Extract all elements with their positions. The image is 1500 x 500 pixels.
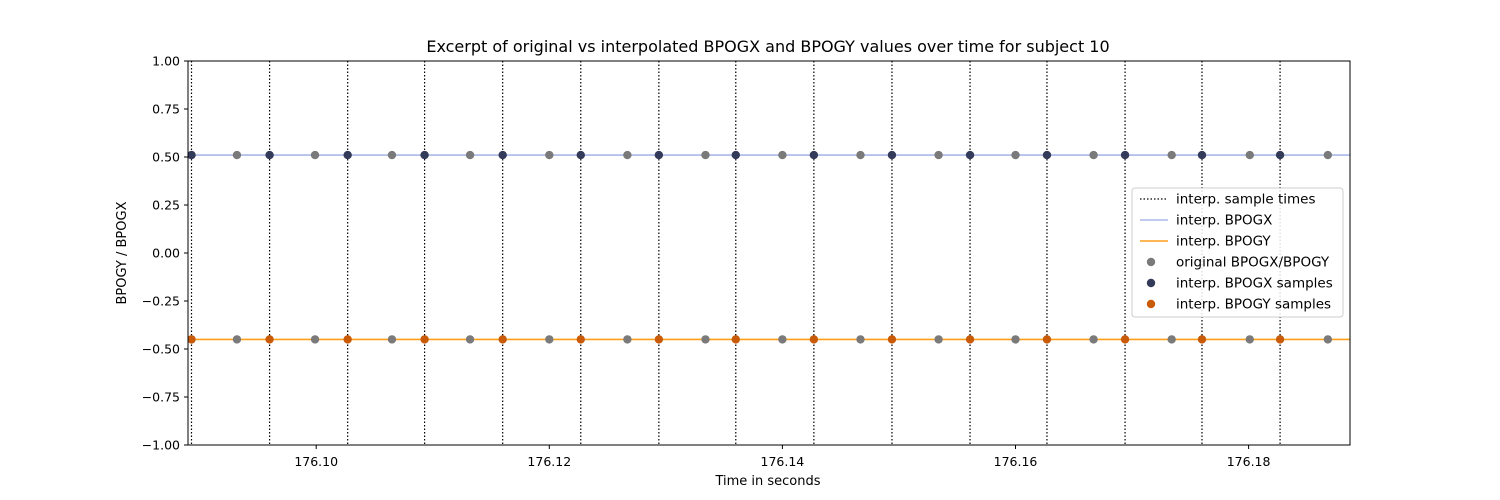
legend-label: interp. BPOGY samples — [1176, 297, 1331, 313]
chart-title: Excerpt of original vs interpolated BPOG… — [426, 37, 1109, 56]
original-bpogx-point — [545, 150, 554, 160]
interp-bpogx-sample-point — [731, 150, 740, 160]
interp-bpogy-sample-point — [576, 335, 585, 344]
original-bpogy-point — [701, 335, 710, 344]
original-bpogx-point — [232, 150, 242, 160]
interp-bpogx-sample-point — [343, 150, 352, 160]
legend-label: original BPOGX/BPOGY — [1176, 255, 1330, 271]
original-bpogy-point — [545, 335, 554, 344]
y-tick-label: 0.25 — [152, 198, 180, 213]
legend-swatch-marker — [1146, 257, 1156, 267]
original-bpogy-point — [1245, 335, 1254, 344]
original-bpogx-point — [1089, 150, 1098, 160]
y-tick-label: 0.75 — [152, 102, 180, 117]
interp-bpogx-sample-point — [188, 150, 196, 160]
legend-label: interp. sample times — [1176, 192, 1316, 208]
legend-box — [1131, 187, 1344, 318]
interp-bpogy-sample-point — [420, 335, 429, 344]
interp-bpogy-sample-point — [1275, 335, 1285, 344]
original-bpogx-point — [623, 150, 632, 160]
original-bpogx-point — [1167, 150, 1176, 160]
interp-bpogx-sample-point — [498, 150, 507, 160]
original-bpogy-point — [465, 335, 475, 344]
interp-bpogx-sample-point — [1275, 150, 1285, 160]
interp-bpogy-sample-point — [887, 335, 897, 344]
original-bpogx-point — [1323, 150, 1333, 160]
legend-swatch-marker — [1146, 278, 1156, 288]
x-tick-label: 176.14 — [761, 454, 805, 469]
interp-bpogx-sample-point — [809, 150, 819, 160]
interp-bpogy-sample-point — [654, 335, 664, 344]
original-bpogx-point — [778, 150, 787, 160]
y-tick-label: −0.50 — [142, 342, 180, 357]
legend-swatch-marker — [1146, 299, 1156, 309]
y-tick-label: −0.25 — [142, 294, 180, 309]
interp-bpogy-sample-point — [1354, 335, 1362, 343]
axes: 1.00 0.75 0.50 0.25 0.00 −0.25 −0.50 −0.75 −1.00… — [142, 54, 1351, 469]
legend: interp. sample times interp. BPOGX interp.… — [1131, 187, 1344, 318]
interp-bpogy-sample-point — [188, 335, 196, 344]
interp-bpogy-sample-point — [731, 335, 740, 344]
interp-bpogy-sample-point — [343, 335, 352, 344]
y-tick-label: −1.00 — [142, 438, 180, 453]
original-bpogx-point — [465, 150, 475, 160]
interp-bpogx-sample-point — [1354, 151, 1362, 159]
interp-bpogx-sample-point — [654, 150, 664, 160]
interp-bpogy-sample-point — [809, 335, 819, 344]
original-bpogx-point — [701, 150, 710, 160]
y-axis-label: BPOGY / BPOGX — [115, 201, 130, 304]
original-bpogy-point — [1011, 335, 1020, 344]
original-bpogy-point — [934, 335, 943, 344]
original-bpogx-point — [856, 150, 865, 160]
legend-label: interp. BPOGX — [1176, 213, 1272, 229]
original-bpogx-point — [387, 150, 397, 160]
interp-bpogy-sample-point — [1197, 335, 1207, 344]
x-tick-label: 176.10 — [294, 454, 338, 469]
original-bpogy-point — [1354, 335, 1362, 343]
original-bpogx-point — [1011, 150, 1020, 160]
original-bpogy-point — [856, 335, 865, 344]
original-bpogx-point — [1245, 150, 1254, 160]
interp-bpogx-sample-point — [576, 150, 585, 160]
original-bpogy-point — [623, 335, 632, 344]
interp-bpogx-sample-point — [1042, 150, 1052, 160]
original-bpogy-point — [232, 335, 242, 344]
interp-bpogx-sample-point — [1120, 150, 1130, 160]
original-bpogy-point — [310, 335, 320, 344]
interp-bpogy-sample-point — [1042, 335, 1052, 344]
interp-bpogy-sample-point — [498, 335, 507, 344]
original-bpogx-point — [310, 150, 320, 160]
interp-bpogx-sample-point — [887, 150, 897, 160]
original-bpogx-point — [1354, 151, 1362, 159]
y-tick-label: 0.50 — [152, 150, 180, 165]
interp-bpogx-sample-point — [420, 150, 429, 160]
plot-clip-group — [188, 61, 1362, 445]
y-tick-label: 1.00 — [152, 54, 180, 69]
original-bpogy-point — [1089, 335, 1098, 344]
interp-bpogx-sample-point — [965, 150, 975, 160]
original-bpogy-point — [1167, 335, 1176, 344]
interp-bpogy-sample-point — [965, 335, 975, 344]
x-tick-label: 176.12 — [527, 454, 571, 469]
y-tick-label: 0.00 — [152, 246, 180, 261]
x-tick-label: 176.16 — [994, 454, 1038, 469]
plot-area — [188, 61, 1362, 445]
original-bpogy-point — [778, 335, 787, 344]
interp-bpogy-sample-point — [1120, 335, 1130, 344]
interp-bpogy-sample-point — [265, 335, 274, 344]
original-bpogy-point — [1323, 335, 1333, 344]
x-tick-label: 176.18 — [1227, 454, 1271, 469]
legend-label: interp. BPOGX samples — [1176, 276, 1333, 292]
original-bpogx-point — [934, 150, 943, 160]
x-axis-label: Time in seconds — [714, 474, 820, 489]
interp-bpogx-sample-point — [265, 150, 274, 160]
interp-bpogx-sample-point — [1197, 150, 1207, 160]
y-tick-label: −0.75 — [142, 390, 180, 405]
legend-label: interp. BPOGY — [1176, 234, 1271, 250]
original-bpogy-point — [387, 335, 397, 344]
